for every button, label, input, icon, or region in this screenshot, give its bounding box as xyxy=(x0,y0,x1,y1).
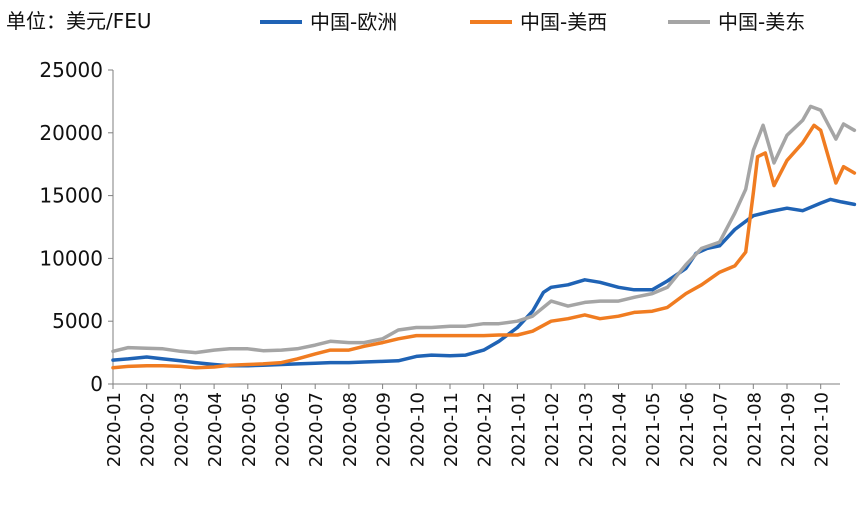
x-tick-label: 2021-08 xyxy=(744,392,765,467)
legend-label-europe: 中国-欧洲 xyxy=(310,10,397,34)
series-line-europe xyxy=(111,197,857,368)
y-axis-ticks: 0 5000 10000 15000 20000 25000 xyxy=(39,58,113,396)
x-tick-label: 2021-06 xyxy=(677,392,698,467)
x-tick-label: 2021-07 xyxy=(711,392,732,467)
x-tick-label: 2020-03 xyxy=(171,392,192,467)
legend: 中国-欧洲 中国-美西 中国-美东 xyxy=(260,10,805,34)
x-axis-ticks: 2020-01 2020-02 2020-03 2020-04 2020-05 2020-… xyxy=(104,384,833,467)
y-tick-label: 15000 xyxy=(39,184,103,208)
y-tick-label: 5000 xyxy=(52,309,103,333)
x-tick-label: 2020-02 xyxy=(138,392,159,467)
y-tick-label: 10000 xyxy=(39,246,103,270)
y-tick-label: 0 xyxy=(90,372,103,396)
x-tick-label: 2021-03 xyxy=(576,392,597,467)
series-line-useast xyxy=(111,104,857,355)
x-tick-label: 2021-04 xyxy=(610,392,631,467)
y-tick-label: 20000 xyxy=(39,121,103,145)
x-tick-label: 2020-11 xyxy=(441,392,462,467)
x-tick-label: 2021-05 xyxy=(643,392,664,467)
unit-label: 单位：美元/FEU xyxy=(6,9,152,33)
x-tick-label: 2020-06 xyxy=(273,392,294,467)
x-tick-label: 2021-09 xyxy=(778,392,799,467)
x-tick-label: 2021-01 xyxy=(508,392,529,467)
series-line-uswest xyxy=(111,123,857,370)
x-tick-label: 2021-10 xyxy=(812,392,833,467)
x-tick-label: 2020-09 xyxy=(374,392,395,467)
x-tick-label: 2020-08 xyxy=(340,392,361,467)
x-tick-label: 2020-07 xyxy=(306,392,327,467)
x-tick-label: 2021-02 xyxy=(542,392,563,467)
legend-label-useast: 中国-美东 xyxy=(718,10,805,34)
x-tick-label: 2020-10 xyxy=(407,392,428,467)
y-tick-label: 25000 xyxy=(39,58,103,82)
x-tick-label: 2020-05 xyxy=(239,392,260,467)
x-tick-label: 2020-04 xyxy=(205,392,226,467)
series-layer xyxy=(111,104,857,370)
x-tick-label: 2020-12 xyxy=(475,392,496,467)
legend-label-uswest: 中国-美西 xyxy=(520,10,607,34)
x-tick-label: 2020-01 xyxy=(104,392,125,467)
